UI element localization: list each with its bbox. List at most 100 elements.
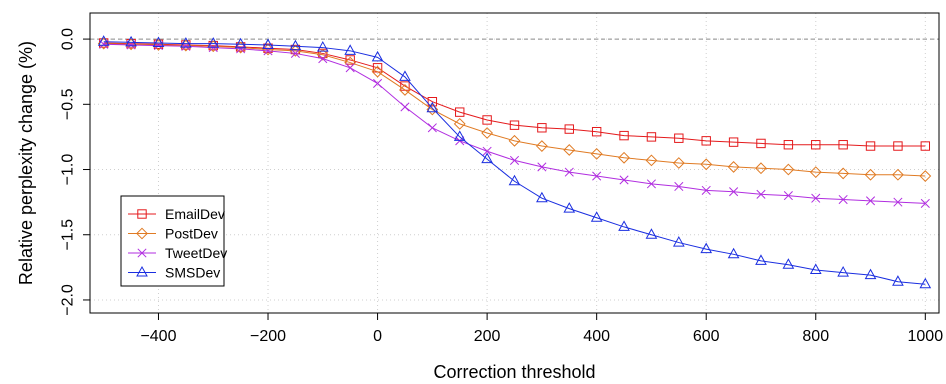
data-point-postdev — [371, 65, 384, 78]
data-point-tweetdev — [537, 162, 547, 172]
legend-label: TweetDev — [165, 245, 227, 261]
x-tick-label: −200 — [250, 328, 286, 345]
y-axis: 0.0 −0.5 −1.0 −1.5 −2.0 — [60, 28, 90, 316]
data-point-postdev — [755, 162, 767, 175]
data-point-emaildev — [427, 96, 438, 107]
plot-frame — [89, 12, 940, 314]
legend-item-smsdev: SMSDev — [128, 265, 220, 281]
data-point-smsdev — [727, 247, 740, 259]
data-point-tweetdev — [400, 102, 410, 112]
series-line-smsdev — [103, 41, 926, 285]
x-tick-label: 400 — [583, 328, 610, 345]
data-point-emaildev — [345, 55, 355, 65]
y-tick-label: −1.0 — [60, 154, 77, 186]
series-smsdev — [97, 35, 932, 289]
legend-label: SMSDev — [165, 265, 220, 281]
x-axis-label: Correction threshold — [433, 362, 595, 382]
data-point-smsdev — [645, 228, 658, 239]
data-point-emaildev — [564, 124, 574, 134]
data-point-emaildev — [728, 137, 739, 147]
data-point-smsdev — [700, 242, 713, 254]
data-point-smsdev — [563, 202, 576, 213]
data-point-postdev — [481, 127, 494, 139]
data-point-tweetdev — [756, 189, 766, 199]
data-point-smsdev — [919, 277, 932, 289]
data-point-tweetdev — [619, 175, 629, 185]
legend-marker — [136, 227, 148, 240]
data-point-emaildev — [920, 141, 931, 151]
legend-marker — [136, 265, 148, 277]
data-point-smsdev — [864, 268, 877, 280]
series-layer — [97, 35, 932, 289]
data-point-tweetdev — [373, 78, 383, 88]
x-axis: −400 −200 0 200 400 600 800 1000 — [140, 313, 943, 345]
data-point-tweetdev — [236, 44, 246, 54]
data-point-smsdev — [371, 50, 384, 62]
data-point-smsdev — [809, 263, 822, 274]
legend-marker — [137, 248, 147, 258]
data-point-postdev — [645, 154, 658, 167]
data-point-postdev — [919, 170, 932, 182]
data-point-tweetdev — [920, 198, 930, 208]
legend: EmailDev PostDev TweetDev SMSDev — [120, 195, 227, 287]
data-point-tweetdev — [701, 185, 711, 195]
x-tick-label: 600 — [693, 328, 720, 345]
data-point-postdev — [590, 147, 603, 160]
data-point-tweetdev — [290, 48, 300, 58]
data-point-smsdev — [97, 35, 110, 46]
data-point-tweetdev — [345, 63, 355, 73]
data-point-tweetdev — [729, 187, 739, 197]
data-point-tweetdev — [318, 54, 328, 64]
legend-item-postdev: PostDev — [128, 226, 218, 242]
data-point-postdev — [426, 103, 439, 116]
data-point-postdev — [289, 44, 302, 57]
data-point-postdev — [700, 158, 713, 171]
data-point-smsdev — [344, 44, 357, 55]
data-point-emaildev — [482, 115, 492, 125]
data-point-tweetdev — [482, 146, 492, 156]
data-point-smsdev — [672, 236, 685, 247]
y-tick-label: −2.0 — [60, 284, 77, 316]
data-point-tweetdev — [509, 155, 520, 165]
data-point-postdev — [563, 144, 576, 156]
x-tick-label: −400 — [140, 328, 176, 345]
data-point-postdev — [399, 84, 411, 96]
data-point-smsdev — [508, 174, 521, 186]
data-point-emaildev — [455, 107, 465, 117]
data-point-postdev — [809, 166, 822, 179]
legend-marker — [137, 209, 147, 219]
data-point-smsdev — [618, 220, 630, 231]
data-point-smsdev — [536, 191, 548, 203]
y-axis-label: Relative perplexity change (%) — [16, 41, 36, 285]
data-point-tweetdev — [674, 181, 684, 192]
data-point-smsdev — [262, 38, 274, 49]
legend-item-tweetdev: TweetDev — [128, 245, 227, 261]
data-point-smsdev — [892, 275, 904, 286]
legend-label: PostDev — [165, 226, 218, 242]
data-point-smsdev — [590, 211, 603, 222]
data-point-smsdev — [481, 152, 493, 164]
x-tick-label: 1000 — [908, 328, 944, 345]
data-point-postdev — [672, 157, 685, 169]
data-point-emaildev — [756, 138, 766, 149]
data-point-tweetdev — [564, 167, 574, 177]
data-point-emaildev — [509, 120, 520, 130]
y-tick-label: 0.0 — [60, 28, 77, 50]
data-point-emaildev — [701, 136, 711, 146]
data-point-smsdev — [234, 37, 247, 49]
data-point-smsdev — [426, 101, 439, 113]
data-point-postdev — [535, 140, 548, 152]
data-point-smsdev — [125, 35, 137, 47]
x-tick-label: 200 — [474, 328, 501, 345]
series-line-tweetdev — [103, 43, 926, 204]
data-point-postdev — [727, 161, 740, 173]
data-point-smsdev — [755, 254, 767, 265]
data-point-tweetdev — [811, 193, 821, 203]
data-point-emaildev — [865, 141, 876, 151]
data-point-emaildev — [619, 130, 629, 141]
data-point-emaildev — [537, 123, 547, 133]
data-point-smsdev — [180, 37, 192, 48]
data-point-postdev — [508, 134, 521, 147]
data-point-smsdev — [152, 36, 165, 47]
